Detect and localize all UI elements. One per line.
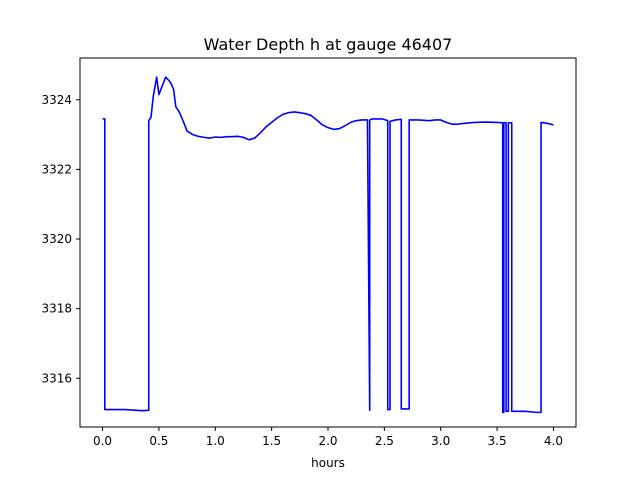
x-tick-label: 1.0 (206, 434, 225, 448)
y-tick-label: 3320 (41, 232, 72, 246)
x-tick-label: 3.0 (431, 434, 450, 448)
x-axis-label: hours (311, 456, 345, 470)
y-axis-ticks: 3316 3318 3320 3322 3324 (41, 93, 80, 385)
x-tick-label: 4.0 (544, 434, 563, 448)
x-tick-label: 2.0 (318, 434, 337, 448)
x-tick-label: 2.5 (375, 434, 394, 448)
x-tick-label: 1.5 (262, 434, 281, 448)
y-tick-label: 3322 (41, 162, 72, 176)
y-tick-label: 3318 (41, 302, 72, 316)
series-line (102, 76, 554, 414)
y-tick-label: 3324 (41, 93, 72, 107)
x-tick-label: 3.5 (488, 434, 507, 448)
plot-lines (102, 76, 554, 414)
x-axis-ticks: 0.0 0.5 1.0 1.5 2.0 2.5 3.0 3.5 4.0 (93, 427, 563, 448)
x-tick-label: 0.5 (149, 434, 168, 448)
plot-frame (79, 57, 577, 428)
chart-title: Water Depth h at gauge 46407 (204, 35, 453, 54)
y-tick-label: 3316 (41, 371, 72, 385)
x-tick-label: 0.0 (93, 434, 112, 448)
